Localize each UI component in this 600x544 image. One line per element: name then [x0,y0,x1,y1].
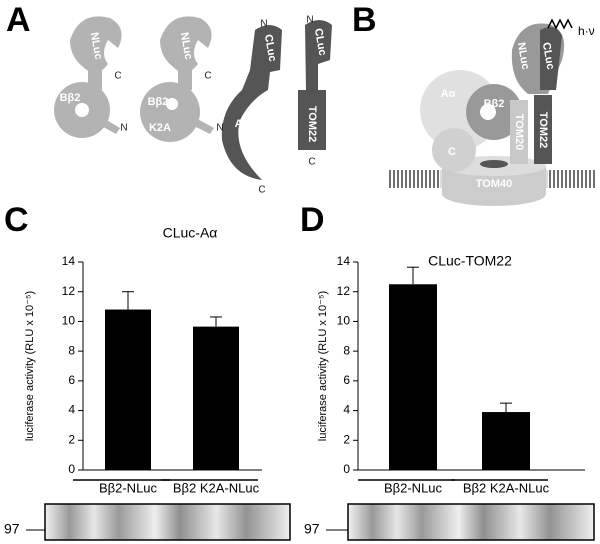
y-tick-label: 6 [343,373,350,387]
diagram-label: Aα [235,118,250,130]
y-tick-label: 10 [337,314,351,328]
chart-title: CLuc-Aα [163,225,218,241]
diagram-label: C [308,157,315,168]
diagram-label: N [306,15,313,26]
shape [75,103,89,117]
bar [482,412,530,470]
y-tick-label: 2 [343,432,350,446]
panel-label: A [6,1,31,39]
diagram-b: NLuc CLuc h·ν Aα Bβ2 C TOM20 TOM22 TOM40 [389,18,595,206]
y-tick-label: 2 [68,432,75,446]
diagram-label: C [258,185,265,196]
shape [480,104,496,120]
diagram-label: C [204,71,211,82]
shape [432,128,476,172]
x-tick-label: Bβ2-NLuc [384,480,443,495]
blot-marker: 97 [304,521,320,537]
y-tick-label: 4 [68,403,75,417]
diagram-label: C [448,146,456,158]
diagram-label: Bβ2 [484,98,505,110]
y-tick-label: 8 [343,343,350,357]
shape [88,64,102,90]
y-tick-label: 6 [68,373,75,387]
shape [534,95,552,164]
diagram-label: N [216,123,223,134]
shape [510,100,528,164]
y-tick-label: 8 [68,343,75,357]
y-tick-label: 0 [68,462,75,476]
shape [540,27,562,90]
diagram-label: TOM20 [513,114,525,150]
diagram-label: NLuc [515,41,532,70]
shape [140,82,200,142]
shape [221,25,282,180]
shape [298,20,332,150]
y-tick-label: 12 [337,284,351,298]
diagram-label: Bβ2 [148,96,169,108]
shape [178,64,192,90]
membrane [549,170,595,188]
diagram-label: Bβ2 [60,92,81,104]
y-tick-label: 14 [337,254,351,268]
diagram-label: TOM40 [476,178,512,190]
x-tick-label: Bβ2 K2A-NLuc [173,480,260,495]
diagram-label: NLuc [88,31,105,60]
shape [480,160,508,168]
panel-label: C [4,201,29,239]
diagram-label: CLuc [312,27,329,56]
shape [70,16,122,73]
diagram-label: CLuc [262,33,279,62]
x-tick-label: Bβ2 K2A-NLuc [463,480,550,495]
y-tick-label: 0 [343,462,350,476]
diagram-label: NLuc [178,31,195,60]
y-tick-label: 12 [62,284,76,298]
diagram-label: TOM22 [537,112,549,148]
panel-label: B [352,1,377,39]
y-tick-label: 14 [62,254,76,268]
diagram-a: NLuc C Bβ2 N NLuc C Bβ2 K2A N N CLuc Aα … [54,15,332,196]
diagram-label: TOM22 [306,106,318,142]
bar [193,326,239,470]
light-wave [547,18,573,30]
blot-marker: 97 [4,521,20,537]
shape [166,98,178,110]
diagram-label: N [120,123,127,134]
panel-label: D [300,201,325,239]
shape [160,16,212,73]
y-axis-label: luciferase activity (RLU x 10⁻⁵) [317,291,329,441]
chart-title: CLuc-TOM22 [428,253,512,269]
blot [347,503,595,541]
y-tick-label: 10 [62,314,76,328]
diagram-label: CLuc [540,41,557,70]
diagram-label: h·ν [578,24,595,38]
y-tick-label: 4 [343,403,350,417]
diagram-label: N [260,19,267,30]
bar [105,309,151,470]
x-tick-label: Bβ2-NLuc [99,480,158,495]
shape [190,116,214,134]
diagram-label: K2A [149,122,171,134]
shape [98,116,120,134]
diagram-label: C [114,71,121,82]
membrane [389,170,439,188]
y-axis-label: luciferase activity (RLU x 10⁻⁵) [24,291,36,441]
bar [389,284,437,470]
blot [44,503,291,541]
diagram-label: Aα [441,88,456,100]
